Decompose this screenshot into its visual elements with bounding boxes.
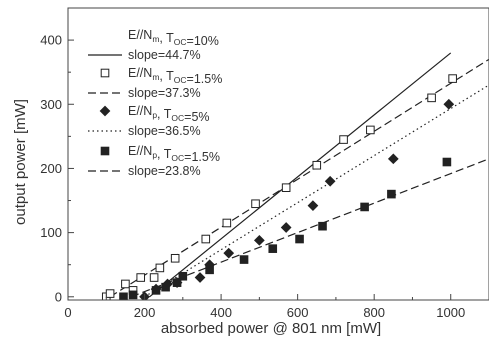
data-point-s4-8 (239, 255, 249, 264)
legend-series-name: E//Np, TOC=5% (128, 104, 210, 124)
data-point-s3-5 (194, 272, 206, 283)
y-tick-label: 400 (40, 33, 62, 48)
data-point-s2-16 (427, 93, 436, 103)
legend-slope-label: slope=23.8% (128, 164, 201, 178)
data-point-s4-12 (360, 202, 369, 212)
x-tick-label: 0 (64, 305, 71, 320)
data-point-s4-5 (172, 278, 182, 287)
legend-series-name: E//Np, TOC=1.5% (128, 144, 220, 164)
legend: E//Nm, TOC=10%slope=44.7% E//Nm, TOC=1.5%… (88, 28, 222, 178)
x-axis-label: absorbed power @ 801 nm [mW] (161, 320, 381, 337)
data-point-s2-11 (251, 199, 260, 209)
legend-marker (99, 105, 111, 117)
legend-slope-label: slope=36.5% (128, 124, 201, 138)
legend-series-name: E//Nm, TOC=1.5% (128, 66, 222, 86)
data-point-s2-6 (149, 273, 159, 282)
data-point-s3-9 (280, 222, 292, 233)
legend-marker (100, 146, 110, 156)
data-point-s4-7 (205, 265, 214, 275)
data-point-s2-15 (366, 125, 375, 135)
data-point-s4-3 (151, 286, 161, 295)
x-tick-label: 400 (210, 305, 232, 320)
data-point-s2-17 (448, 74, 457, 83)
data-point-s2-14 (339, 135, 348, 144)
plot-area (101, 52, 489, 300)
fit-line-4 (130, 158, 489, 298)
data-point-s2-12 (281, 183, 291, 192)
data-point-s4-1 (119, 292, 128, 300)
legend-marker (100, 68, 110, 78)
data-point-s2-13 (312, 160, 322, 170)
data-point-s4-14 (442, 157, 452, 167)
y-tick-label: 0 (55, 289, 62, 304)
axes: 0 200 400 600 800 1000 0 100 200 300 400 (40, 7, 489, 320)
data-point-s3-13 (443, 98, 455, 110)
data-point-s2-10 (222, 218, 232, 228)
y-axis-label: output power [mW] (12, 99, 29, 225)
data-point-s4-10 (295, 234, 304, 244)
plot-frame (67, 7, 489, 301)
data-point-s4-4 (161, 282, 170, 292)
data-point-s3-7 (223, 247, 235, 259)
data-point-s4-13 (387, 189, 396, 199)
x-tick-label: 200 (134, 305, 156, 320)
x-tick-label: 800 (363, 305, 385, 320)
data-point-s3-12 (387, 153, 399, 165)
data-point-s4-9 (268, 244, 278, 253)
data-point-s3-10 (307, 200, 319, 212)
fit-line-1 (149, 52, 452, 298)
data-point-s3-11 (324, 175, 336, 187)
legend-slope-label: slope=44.7% (128, 48, 201, 62)
data-point-s4-2 (128, 290, 138, 300)
y-tick-label: 200 (40, 161, 62, 176)
data-point-s4-6 (178, 271, 188, 281)
data-point-s3-8 (253, 234, 265, 246)
x-tick-label: 1000 (436, 305, 465, 320)
data-point-s2-7 (155, 263, 165, 273)
data-point-s2-9 (201, 234, 211, 244)
y-tick-label: 100 (40, 225, 62, 240)
data-point-s2-5 (136, 273, 146, 282)
legend-slope-label: slope=37.3% (128, 86, 201, 100)
data-point-s2-3 (121, 279, 130, 289)
legend-series-name: E//Nm, TOC=10% (128, 28, 219, 48)
y-tick-label: 300 (40, 97, 62, 112)
data-point-s2-2 (105, 289, 115, 298)
x-tick-label: 600 (287, 305, 309, 320)
data-point-s2-8 (170, 253, 180, 263)
data-point-s4-11 (318, 221, 327, 231)
